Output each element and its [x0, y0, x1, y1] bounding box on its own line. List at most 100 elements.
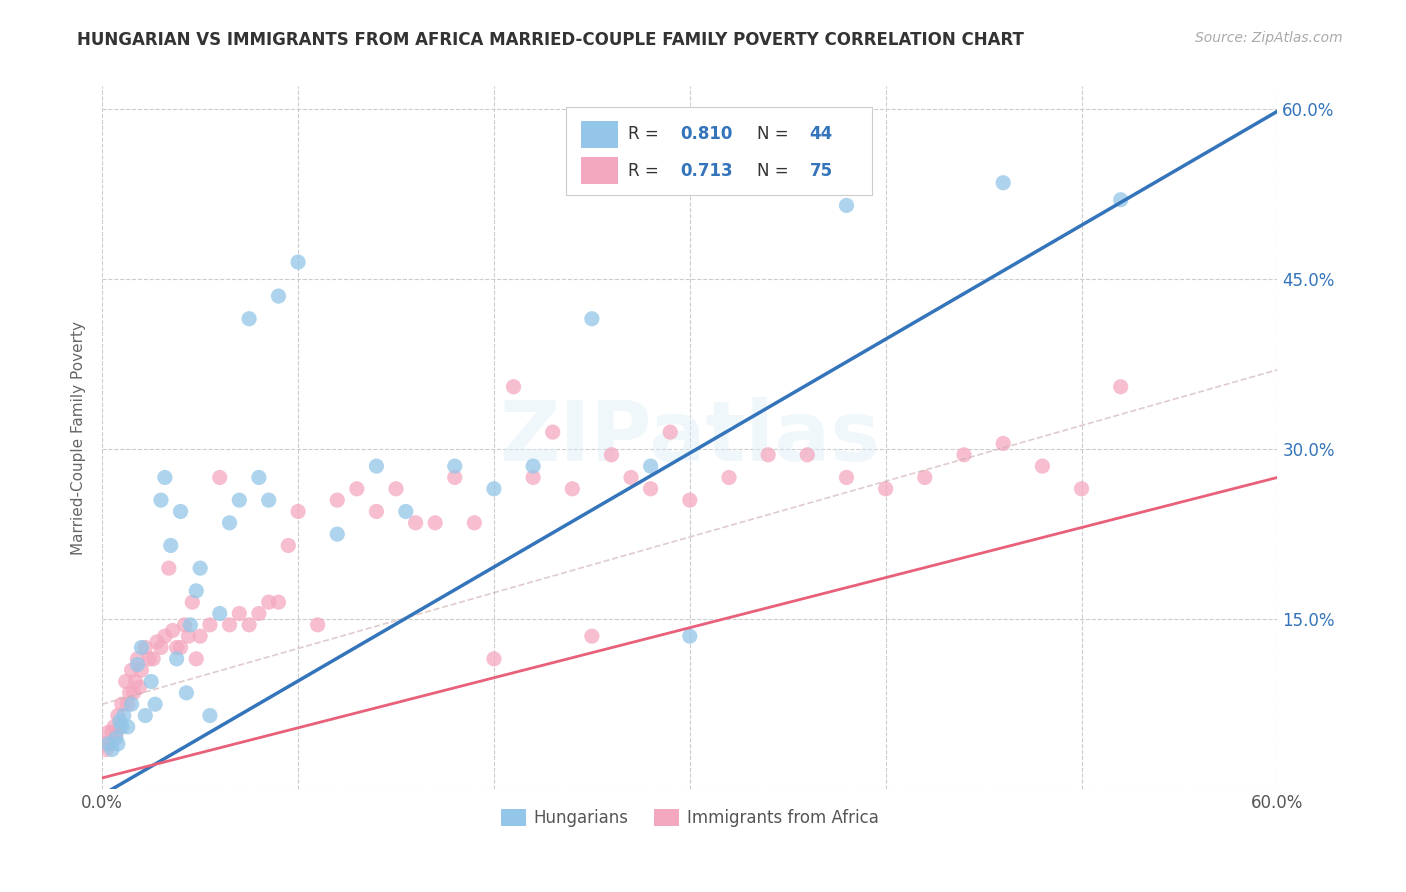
Point [756, 448, 779, 462]
Point [679, 629, 702, 643]
Point [247, 470, 270, 484]
Point [287, 504, 309, 518]
Point [134, 640, 156, 655]
Point [257, 595, 280, 609]
Text: HUNGARIAN VS IMMIGRANTS FROM AFRICA MARRIED-COUPLE FAMILY POVERTY CORRELATION CH: HUNGARIAN VS IMMIGRANTS FROM AFRICA MARR… [77, 31, 1024, 49]
Point [522, 470, 544, 484]
Point [717, 470, 740, 484]
Point [98, 737, 121, 751]
Point [107, 708, 129, 723]
Point [198, 708, 221, 723]
Point [238, 311, 260, 326]
Point [875, 482, 897, 496]
Point [179, 617, 201, 632]
Point [141, 674, 163, 689]
Point [94, 742, 117, 756]
Text: 0.810: 0.810 [681, 125, 733, 143]
Point [993, 436, 1015, 450]
Point [162, 624, 184, 638]
Point [97, 737, 120, 751]
Point [835, 470, 858, 484]
Point [287, 255, 309, 269]
Y-axis label: Married-Couple Family Poverty: Married-Couple Family Poverty [72, 321, 86, 555]
Point [153, 470, 176, 484]
Point [600, 448, 623, 462]
Text: 44: 44 [810, 125, 832, 143]
Point [146, 635, 169, 649]
Point [581, 311, 603, 326]
Text: ZIPatlas: ZIPatlas [499, 397, 880, 478]
Point [1109, 193, 1132, 207]
Point [111, 720, 134, 734]
Point [395, 504, 418, 518]
Point [208, 470, 231, 484]
Point [142, 652, 165, 666]
Point [186, 652, 208, 666]
FancyBboxPatch shape [581, 120, 619, 147]
Point [267, 289, 290, 303]
Point [93, 737, 115, 751]
Point [425, 516, 447, 530]
Point [267, 595, 290, 609]
Text: R =: R = [627, 125, 664, 143]
Point [169, 504, 191, 518]
Point [117, 720, 139, 734]
Point [153, 629, 176, 643]
Text: N =: N = [756, 125, 793, 143]
Point [166, 640, 188, 655]
Point [443, 459, 465, 474]
Point [1031, 459, 1053, 474]
Text: N =: N = [756, 161, 793, 179]
Point [101, 742, 124, 756]
Point [581, 629, 603, 643]
Point [177, 629, 200, 643]
Point [107, 737, 129, 751]
Point [277, 539, 299, 553]
Point [121, 697, 143, 711]
Point [679, 493, 702, 508]
Point [405, 516, 427, 530]
Point [104, 728, 127, 742]
Point [1070, 482, 1092, 496]
Point [122, 686, 145, 700]
Point [166, 652, 188, 666]
Point [218, 617, 240, 632]
Text: R =: R = [627, 161, 664, 179]
Point [463, 516, 485, 530]
Point [366, 459, 388, 474]
Point [127, 657, 149, 672]
Point [1109, 380, 1132, 394]
Point [346, 482, 368, 496]
Point [173, 617, 195, 632]
Point [307, 617, 329, 632]
Text: 75: 75 [810, 161, 832, 179]
Point [208, 607, 231, 621]
Point [522, 459, 544, 474]
Point [149, 493, 172, 508]
Point [97, 725, 120, 739]
Point [228, 493, 250, 508]
Point [108, 720, 131, 734]
FancyBboxPatch shape [567, 107, 872, 195]
Point [482, 482, 505, 496]
Point [640, 459, 662, 474]
Point [993, 176, 1015, 190]
Point [198, 617, 221, 632]
Point [443, 470, 465, 484]
Point [169, 640, 191, 655]
Point [114, 674, 136, 689]
Point [108, 714, 131, 729]
Point [914, 470, 936, 484]
Point [385, 482, 408, 496]
Point [103, 720, 125, 734]
Point [149, 640, 172, 655]
Point [127, 652, 149, 666]
Point [143, 697, 166, 711]
Point [112, 708, 135, 723]
Point [502, 380, 524, 394]
Point [176, 686, 198, 700]
Point [101, 725, 124, 739]
Point [659, 425, 682, 439]
Point [257, 493, 280, 508]
Point [104, 731, 127, 746]
